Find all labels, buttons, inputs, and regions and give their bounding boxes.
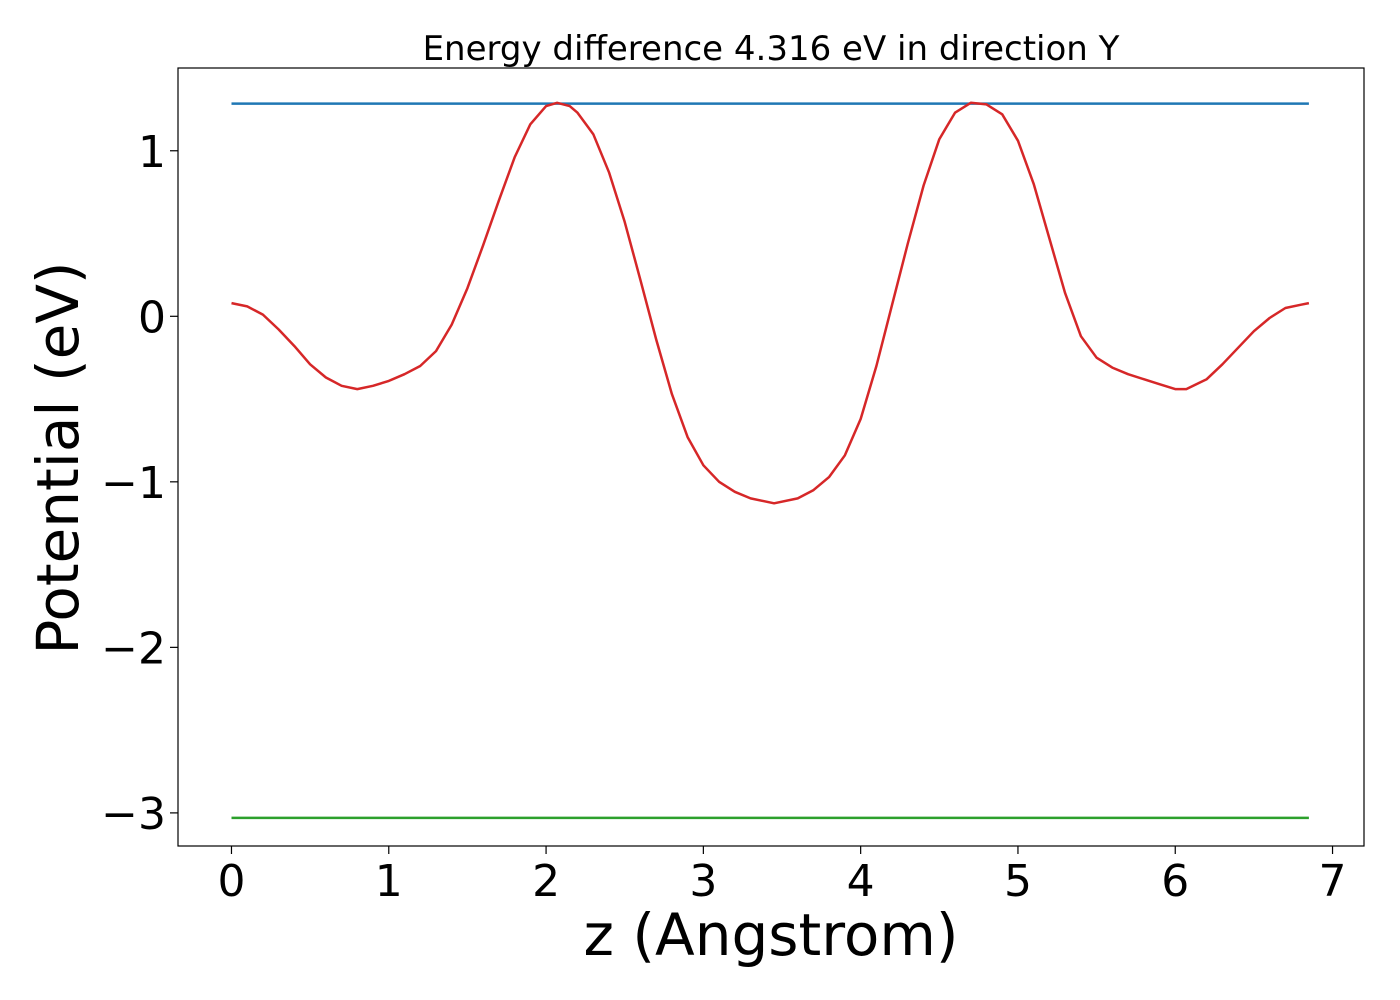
plot-frame [177,67,1365,847]
x-tick-label: 6 [1161,856,1189,907]
x-tick-label: 4 [847,856,875,907]
y-axis-label: Potential (eV) [24,261,92,654]
x-tick-label: 1 [375,856,403,907]
plot-area [231,101,1310,820]
x-tick-label: 3 [689,856,717,907]
x-tick-label: 2 [532,856,560,907]
y-axis: 1 0 −1 −2 −3 [101,127,178,840]
y-tick-label: −3 [101,789,166,840]
x-tick-label: 0 [217,856,245,907]
series-line-3 [231,101,1310,505]
chart-title: Energy difference 4.316 eV in direction … [423,29,1120,69]
y-tick-label: 1 [138,127,166,178]
y-tick-label: 0 [138,292,166,343]
x-tick-label: 5 [1004,856,1032,907]
x-axis-label: z (Angstrom) [584,901,959,969]
y-tick-label: −2 [101,623,166,674]
x-axis: 0 1 2 3 4 5 6 7 [217,846,1347,907]
y-tick-label: −1 [101,458,166,509]
x-tick-label: 7 [1319,856,1347,907]
